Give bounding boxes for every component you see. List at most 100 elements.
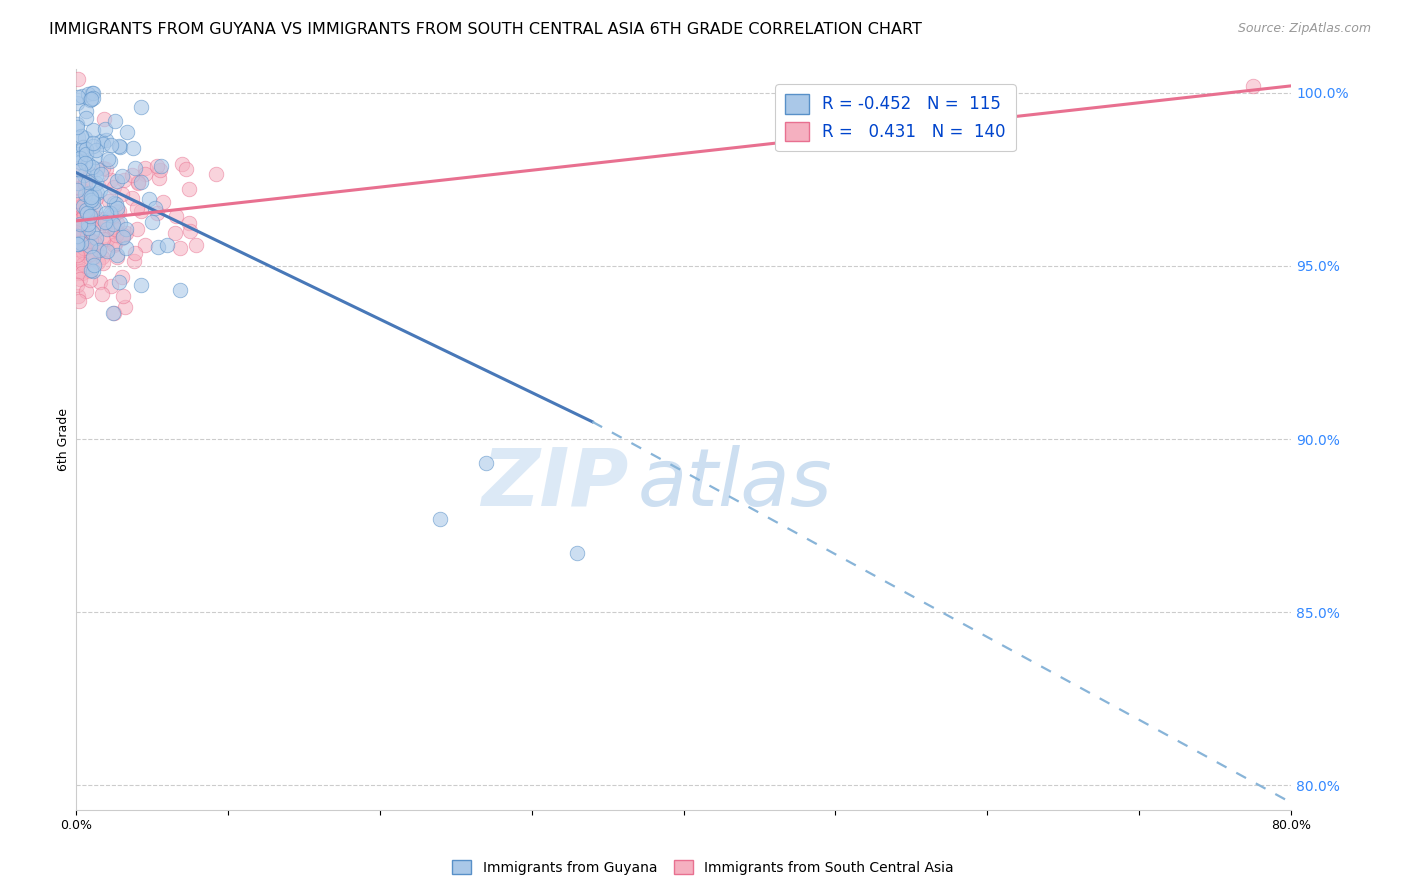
Point <box>75 202 97 217</box>
Point <box>179 224 201 238</box>
Point <box>66 201 89 215</box>
Point <box>84 235 107 250</box>
Text: atlas: atlas <box>637 444 832 523</box>
Point <box>90 287 112 301</box>
Point <box>73 240 96 254</box>
Point <box>87 243 110 257</box>
Point <box>86 222 108 236</box>
Point <box>69 151 91 165</box>
Point <box>66 146 89 161</box>
Point <box>110 169 132 184</box>
Point <box>112 289 135 303</box>
Point <box>93 255 115 269</box>
Point <box>117 125 139 139</box>
Point <box>146 206 169 220</box>
Point <box>134 161 156 176</box>
Point <box>129 277 152 292</box>
Point <box>69 264 91 278</box>
Point <box>66 237 89 252</box>
Point <box>91 211 114 226</box>
Point <box>86 162 108 177</box>
Point <box>105 204 128 219</box>
Legend: R = -0.452   N =  115, R =   0.431   N =  140: R = -0.452 N = 115, R = 0.431 N = 140 <box>775 84 1015 151</box>
Point <box>90 167 112 181</box>
Point <box>79 238 101 252</box>
Point <box>104 222 127 236</box>
Point <box>101 306 124 320</box>
Point <box>66 117 89 131</box>
Point <box>127 176 149 190</box>
Point <box>67 194 90 208</box>
Point <box>105 216 128 230</box>
Point <box>82 139 104 153</box>
Point <box>91 216 114 230</box>
Point <box>72 210 94 224</box>
Point <box>73 201 96 215</box>
Point <box>73 177 96 191</box>
Point <box>73 197 96 211</box>
Point <box>70 231 93 245</box>
Point <box>111 230 134 244</box>
Point <box>134 167 156 181</box>
Point <box>107 203 129 218</box>
Point <box>69 235 91 249</box>
Point <box>103 196 125 211</box>
Point <box>82 91 104 105</box>
Point <box>103 306 125 320</box>
Point <box>100 206 122 220</box>
Point <box>101 220 124 235</box>
Point <box>76 206 98 220</box>
Point <box>104 113 127 128</box>
Point <box>91 137 114 152</box>
Point <box>96 215 118 229</box>
Point <box>96 244 118 259</box>
Point <box>177 216 200 230</box>
Point <box>82 194 104 209</box>
Point <box>122 254 145 268</box>
Point <box>105 201 128 215</box>
Point <box>69 217 91 231</box>
Point <box>82 136 104 150</box>
Point <box>82 250 104 264</box>
Point <box>103 180 125 194</box>
Point <box>100 173 122 187</box>
Point <box>91 250 114 264</box>
Point <box>79 209 101 223</box>
Point <box>134 238 156 252</box>
Point <box>179 181 201 195</box>
Point <box>66 247 89 261</box>
Point <box>84 191 107 205</box>
Point <box>75 142 97 156</box>
Point <box>73 168 96 182</box>
Point <box>156 238 179 252</box>
Point <box>77 264 100 278</box>
Point <box>76 249 98 263</box>
Point <box>69 155 91 169</box>
Point <box>70 182 93 196</box>
Point <box>166 209 188 223</box>
Point <box>131 175 153 189</box>
Point <box>87 255 110 269</box>
Point <box>66 266 89 280</box>
Point <box>94 161 117 176</box>
Point <box>72 216 94 230</box>
Point <box>112 172 135 186</box>
Point <box>66 278 89 293</box>
Point <box>77 220 100 235</box>
Point <box>111 230 134 244</box>
Point <box>84 176 107 190</box>
Point <box>138 192 160 206</box>
Point <box>72 140 94 154</box>
Point <box>82 86 104 100</box>
Point <box>84 211 107 226</box>
Point <box>79 273 101 287</box>
Point <box>84 169 107 183</box>
Point <box>80 252 103 266</box>
Point <box>94 133 117 147</box>
Point <box>79 233 101 247</box>
Point <box>124 246 146 260</box>
Point <box>97 153 120 167</box>
Point <box>127 175 149 189</box>
Point <box>66 120 89 135</box>
Legend: Immigrants from Guyana, Immigrants from South Central Asia: Immigrants from Guyana, Immigrants from … <box>447 855 959 880</box>
